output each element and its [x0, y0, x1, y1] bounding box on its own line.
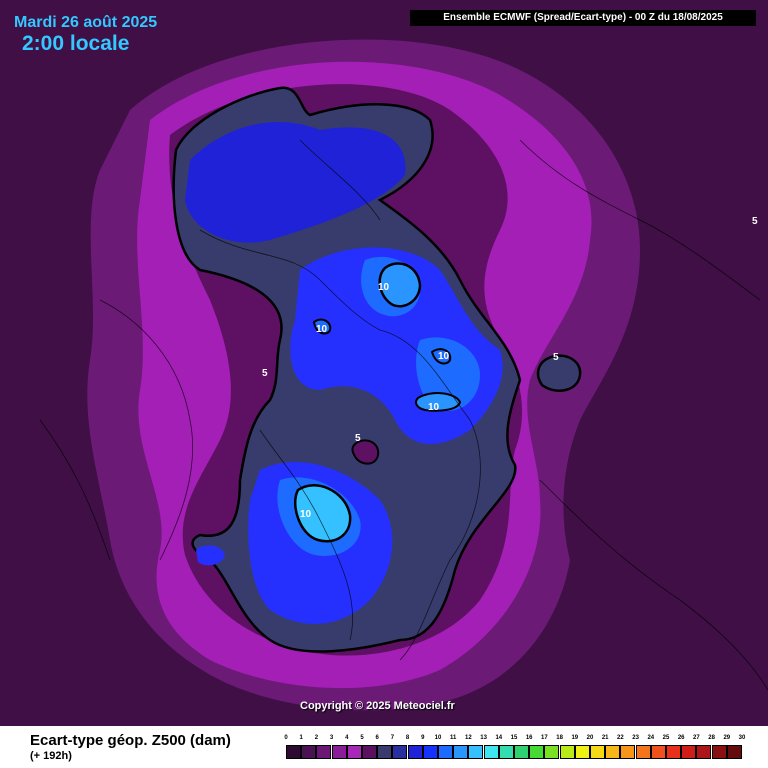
scale-swatch-28 [711, 745, 727, 759]
contour-label-5-edge: 5 [752, 216, 758, 227]
copyright: Copyright © 2025 Meteociel.fr [300, 700, 455, 712]
scale-swatch-6 [377, 745, 393, 759]
scale-label-19: 19 [571, 735, 579, 741]
scale-label-7: 7 [390, 735, 395, 741]
scale-swatch-16 [529, 745, 545, 759]
color-scale-labels: 0 1 2 3 4 5 6 7 8 9 10 11 12 13 14 15 16 17 18 19 20 21 22 23 24… [280, 735, 750, 745]
spread-core-10-e [312, 318, 332, 335]
scale-swatch-29 [726, 745, 742, 759]
scale-swatch-17 [544, 745, 560, 759]
scale-label-3: 3 [329, 735, 334, 741]
spread-core-10-c [415, 392, 462, 412]
contour-label-5-east: 5 [553, 352, 559, 363]
scale-swatch-12 [468, 745, 484, 759]
scale-swatch-20 [590, 745, 605, 759]
scale-label-12: 12 [465, 735, 472, 741]
scale-label-17: 17 [541, 735, 548, 741]
scale-swatch-11 [453, 745, 469, 759]
scale-label-21: 21 [601, 735, 609, 741]
scale-swatch-2 [316, 745, 332, 759]
scale-swatch-5 [362, 745, 377, 759]
contour-label-5-west: 5 [262, 368, 268, 379]
spread-hole-5 [351, 439, 380, 465]
lead-time: (+ 192h) [30, 750, 72, 762]
scale-label-29: 29 [723, 735, 731, 741]
scale-swatch-4 [346, 745, 362, 759]
scale-label-28: 28 [708, 735, 715, 741]
scale-swatch-21 [605, 745, 621, 759]
contour-label-10-c: 10 [428, 402, 440, 413]
scale-label-26: 26 [677, 735, 685, 741]
scale-label-23: 23 [632, 735, 639, 741]
scale-label-6: 6 [375, 735, 379, 741]
scale-swatch-7 [392, 745, 408, 759]
scale-label-14: 14 [495, 735, 503, 741]
scale-label-5: 5 [360, 735, 364, 741]
local-time: 2:00 locale [22, 32, 130, 55]
spread-core-10-d [430, 348, 452, 365]
spread-region-5-east [536, 354, 582, 392]
model-run-title: Ensemble ECMWF (Spread/Ecart-type) - 00 … [410, 10, 756, 26]
scale-swatch-23 [635, 745, 651, 759]
scale-label-2: 2 [314, 735, 319, 741]
scale-label-15: 15 [510, 735, 518, 741]
scale-swatch-15 [514, 745, 529, 759]
scale-label-24: 24 [647, 735, 655, 741]
contour-label-10-e: 10 [316, 324, 328, 335]
scale-label-11: 11 [450, 735, 457, 741]
scale-swatch-13 [483, 745, 499, 759]
scale-swatch-14 [498, 745, 514, 759]
scale-swatch-1 [301, 745, 317, 759]
scale-swatch-25 [666, 745, 681, 759]
scale-label-0: 0 [284, 735, 288, 741]
scale-swatch-8 [407, 745, 423, 759]
map-canvas: 10 10 10 10 10 5 5 5 5 [39, 39, 768, 711]
scale-swatch-27 [696, 745, 712, 759]
scale-label-1: 1 [299, 735, 303, 741]
scale-swatch-10 [438, 745, 453, 759]
scale-swatch-22 [620, 745, 636, 759]
scale-swatch-9 [422, 745, 438, 759]
scale-label-30: 30 [738, 735, 746, 741]
scale-label-18: 18 [556, 735, 563, 741]
contour-label-5-hole: 5 [355, 433, 361, 444]
contour-label-10-a: 10 [378, 282, 390, 293]
spread-region-7-sw [196, 545, 225, 566]
coastlines [39, 139, 768, 691]
spread-core-10-a [378, 262, 422, 308]
scale-label-8: 8 [405, 735, 410, 741]
scale-label-13: 13 [480, 735, 487, 741]
scale-label-22: 22 [617, 735, 624, 741]
valid-date: Mardi 26 août 2025 [14, 14, 158, 31]
scale-label-25: 25 [662, 735, 670, 741]
scale-swatch-24 [650, 745, 666, 759]
scale-label-10: 10 [434, 735, 442, 741]
scale-label-27: 27 [693, 735, 700, 741]
variable-title: Ecart-type géop. Z500 (dam) [30, 732, 231, 749]
spread-map: 10 10 10 10 10 5 5 5 5 Mardi 26 août 202… [0, 0, 768, 726]
scale-swatch-18 [559, 745, 575, 759]
scale-swatch-0 [286, 745, 301, 759]
scale-label-4: 4 [345, 735, 349, 741]
scale-label-16: 16 [525, 735, 533, 741]
scale-label-9: 9 [421, 735, 425, 741]
scale-swatch-19 [574, 745, 590, 759]
scale-swatch-3 [331, 745, 347, 759]
spread-region-7 [185, 121, 406, 243]
contour-label-10-d: 10 [438, 351, 450, 362]
contour-label-10-b: 10 [300, 509, 312, 520]
scale-swatch-26 [681, 745, 697, 759]
scale-label-20: 20 [586, 735, 594, 741]
